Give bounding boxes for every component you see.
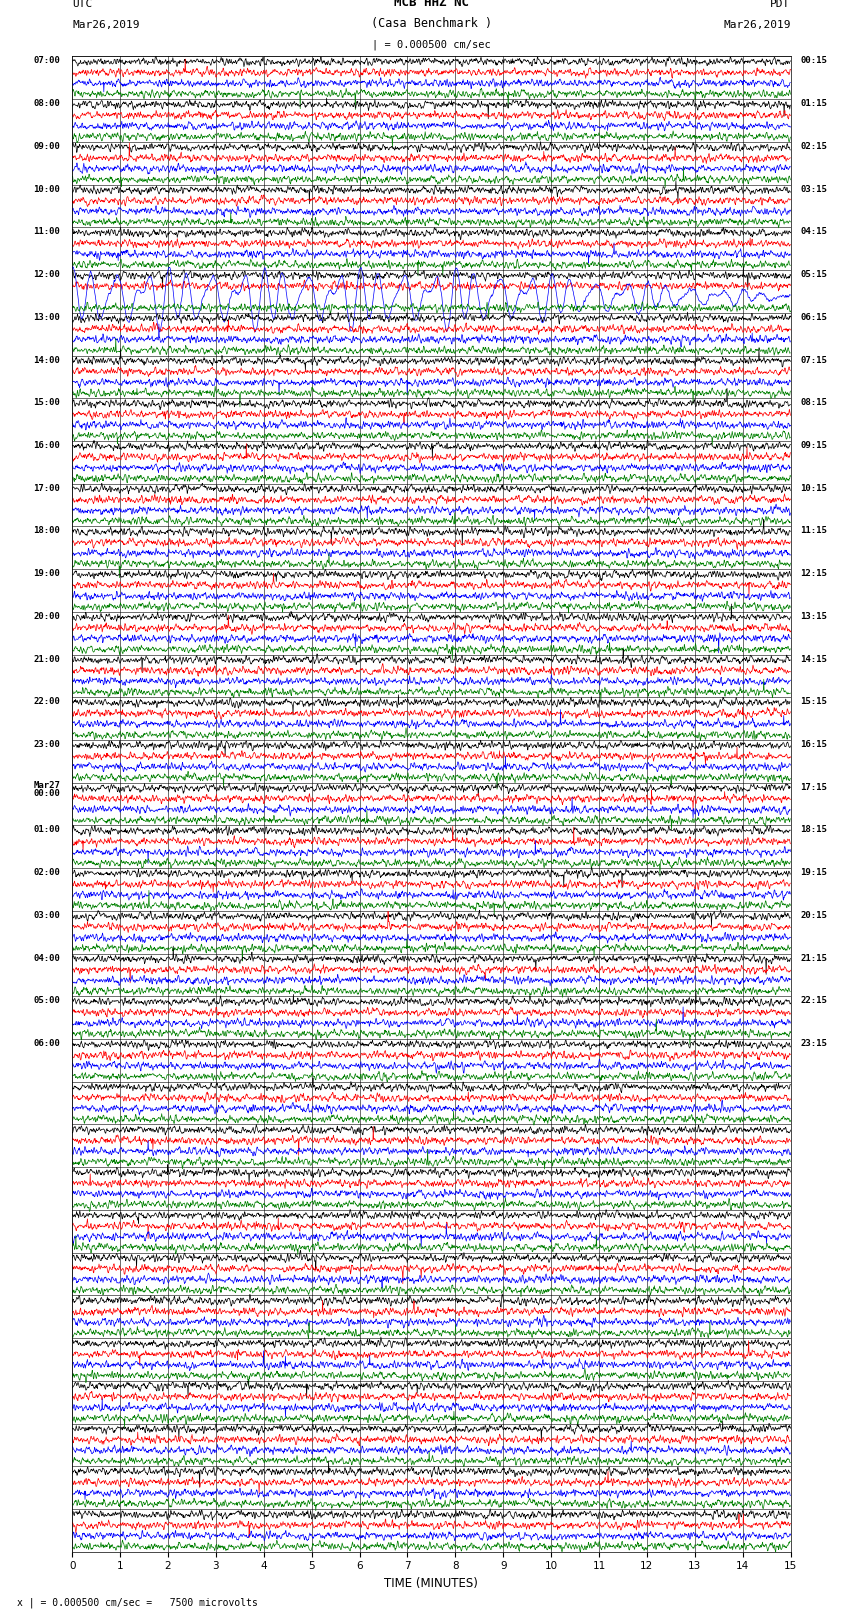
X-axis label: TIME (MINUTES): TIME (MINUTES) <box>384 1578 479 1590</box>
Text: 13:00: 13:00 <box>33 313 60 321</box>
Text: 21:15: 21:15 <box>800 953 827 963</box>
Text: UTC: UTC <box>72 0 93 8</box>
Text: 17:00: 17:00 <box>33 484 60 492</box>
Text: 06:00: 06:00 <box>33 1039 60 1048</box>
Text: 09:15: 09:15 <box>800 440 827 450</box>
Text: 21:00: 21:00 <box>33 655 60 663</box>
Text: 01:00: 01:00 <box>33 826 60 834</box>
Text: 10:00: 10:00 <box>33 184 60 194</box>
Text: 02:15: 02:15 <box>800 142 827 152</box>
Text: 19:15: 19:15 <box>800 868 827 877</box>
Text: 05:00: 05:00 <box>33 997 60 1005</box>
Text: 13:15: 13:15 <box>800 611 827 621</box>
Text: 17:15: 17:15 <box>800 782 827 792</box>
Text: x | = 0.000500 cm/sec =   7500 microvolts: x | = 0.000500 cm/sec = 7500 microvolts <box>17 1597 258 1608</box>
Text: 12:00: 12:00 <box>33 269 60 279</box>
Text: 03:00: 03:00 <box>33 911 60 919</box>
Text: 09:00: 09:00 <box>33 142 60 152</box>
Text: 11:15: 11:15 <box>800 526 827 536</box>
Text: 18:00: 18:00 <box>33 526 60 536</box>
Text: 23:00: 23:00 <box>33 740 60 748</box>
Text: 16:00: 16:00 <box>33 440 60 450</box>
Text: 15:00: 15:00 <box>33 398 60 406</box>
Text: 14:00: 14:00 <box>33 355 60 365</box>
Text: 22:15: 22:15 <box>800 997 827 1005</box>
Text: 05:15: 05:15 <box>800 269 827 279</box>
Text: 07:00: 07:00 <box>33 56 60 66</box>
Text: 06:15: 06:15 <box>800 313 827 321</box>
Text: 04:00: 04:00 <box>33 953 60 963</box>
Text: 02:00: 02:00 <box>33 868 60 877</box>
Text: 14:15: 14:15 <box>800 655 827 663</box>
Text: 08:00: 08:00 <box>33 98 60 108</box>
Text: 11:00: 11:00 <box>33 227 60 237</box>
Text: PDT: PDT <box>770 0 790 8</box>
Text: 01:15: 01:15 <box>800 98 827 108</box>
Text: 18:15: 18:15 <box>800 826 827 834</box>
Text: 04:15: 04:15 <box>800 227 827 237</box>
Text: 07:15: 07:15 <box>800 355 827 365</box>
Text: Mar27: Mar27 <box>33 781 60 790</box>
Text: 12:15: 12:15 <box>800 569 827 577</box>
Text: | = 0.000500 cm/sec: | = 0.000500 cm/sec <box>372 40 490 50</box>
Text: 10:15: 10:15 <box>800 484 827 492</box>
Text: Mar26,2019: Mar26,2019 <box>72 19 139 29</box>
Text: 16:15: 16:15 <box>800 740 827 748</box>
Text: 08:15: 08:15 <box>800 398 827 406</box>
Text: 20:15: 20:15 <box>800 911 827 919</box>
Text: 00:15: 00:15 <box>800 56 827 66</box>
Text: 19:00: 19:00 <box>33 569 60 577</box>
Text: MCB HHZ NC: MCB HHZ NC <box>394 0 469 8</box>
Text: 22:00: 22:00 <box>33 697 60 706</box>
Text: 00:00: 00:00 <box>33 789 60 798</box>
Text: 03:15: 03:15 <box>800 184 827 194</box>
Text: 23:15: 23:15 <box>800 1039 827 1048</box>
Text: 20:00: 20:00 <box>33 611 60 621</box>
Text: (Casa Benchmark ): (Casa Benchmark ) <box>371 16 492 29</box>
Text: 15:15: 15:15 <box>800 697 827 706</box>
Text: Mar26,2019: Mar26,2019 <box>723 19 791 29</box>
